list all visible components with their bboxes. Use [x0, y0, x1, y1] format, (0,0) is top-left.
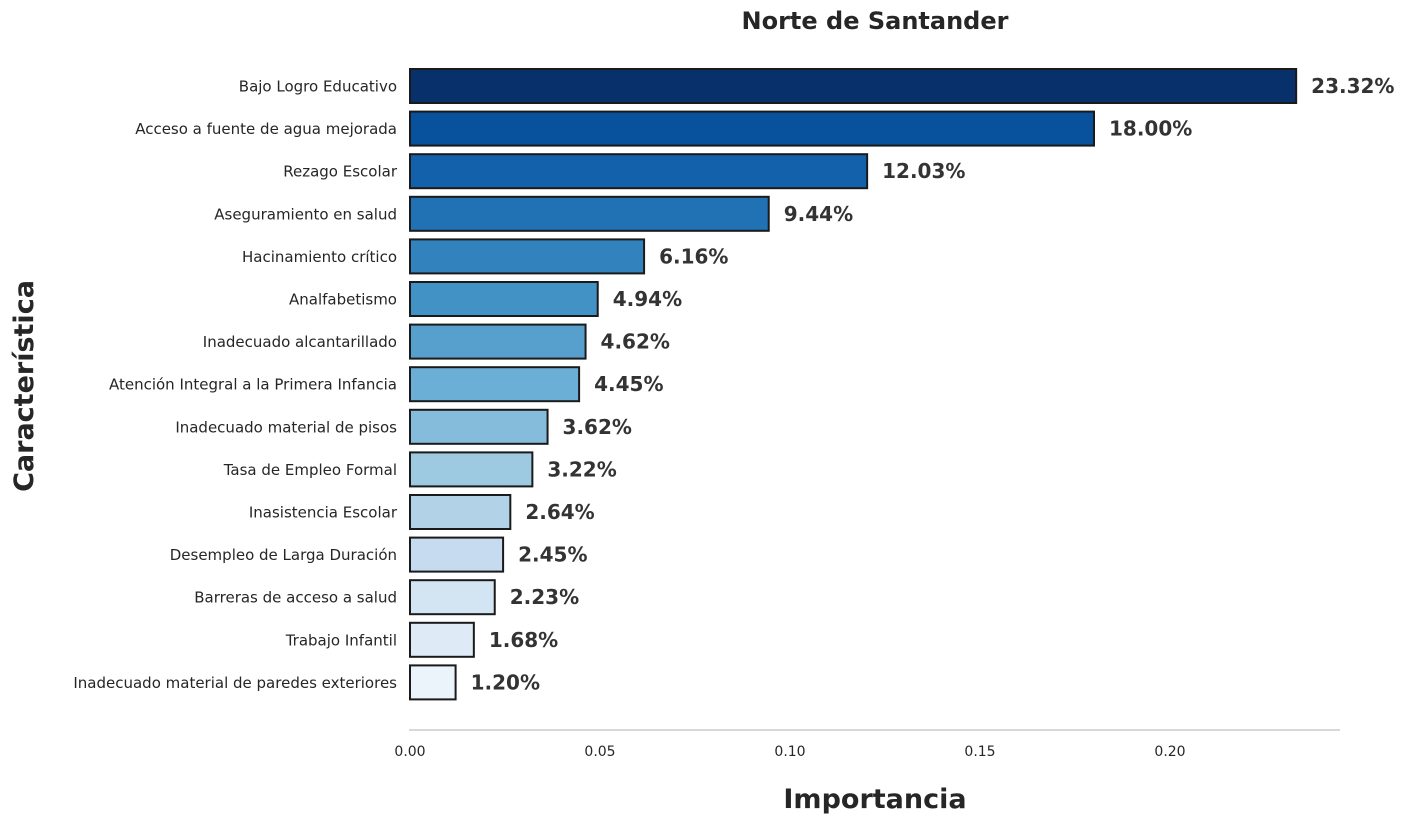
value-label: 9.44%: [784, 202, 853, 226]
bar-13: [409, 579, 496, 616]
value-label: 2.45%: [518, 543, 587, 567]
value-label: 4.94%: [613, 287, 682, 311]
x-tick-label: 0.00: [394, 744, 425, 760]
category-label: Bajo Logro Educativo: [239, 78, 397, 96]
x-tick-label: 0.15: [964, 744, 995, 760]
category-label: Inadecuado alcantarillado: [203, 333, 397, 351]
x-tick-label: 0.05: [584, 744, 615, 760]
bar-8: [409, 366, 581, 403]
value-label: 2.64%: [525, 500, 594, 524]
bar-12: [409, 536, 505, 573]
x-ticks-group: 0.00 0.05 0.10 0.15 0.20: [394, 744, 1185, 760]
category-label: Atención Integral a la Primera Infancia: [109, 376, 397, 394]
value-label: 4.45%: [594, 372, 663, 396]
bar-4: [409, 195, 770, 232]
category-label: Rezago Escolar: [283, 163, 398, 181]
bar-10: [409, 451, 534, 488]
bar-7: [409, 323, 587, 360]
value-label: 3.22%: [547, 457, 616, 481]
category-label: Trabajo Infantil: [285, 631, 397, 649]
bar-5: [409, 238, 646, 275]
value-label: 1.20%: [471, 670, 540, 694]
category-label: Acceso a fuente de agua mejorada: [135, 120, 397, 138]
category-label: Desempleo de Larga Duración: [170, 546, 397, 564]
bar-2: [409, 110, 1095, 147]
value-label: 6.16%: [659, 244, 728, 268]
category-label: Inasistencia Escolar: [249, 504, 398, 522]
value-label: 1.68%: [489, 628, 558, 652]
value-label: 12.03%: [882, 159, 965, 183]
value-label: 4.62%: [601, 330, 670, 354]
bar-15: [409, 664, 457, 701]
bar-14: [409, 621, 475, 658]
category-label: Inadecuado material de paredes exteriore…: [73, 674, 397, 692]
x-axis-label: Importancia: [783, 784, 966, 815]
x-tick-label: 0.20: [1154, 744, 1185, 760]
value-label: 23.32%: [1311, 74, 1394, 98]
bars-group: Bajo Logro Educativo 23.32% Acceso a fuent…: [73, 68, 1394, 701]
bar-9: [409, 408, 549, 445]
x-tick-label: 0.10: [774, 744, 805, 760]
chart-title: Norte de Santander: [742, 7, 1009, 35]
bar-6: [409, 281, 599, 317]
category-label: Hacinamiento crítico: [242, 248, 397, 266]
bar-3: [409, 153, 869, 190]
category-label: Inadecuado material de pisos: [175, 418, 397, 436]
category-label: Tasa de Empleo Formal: [223, 461, 397, 479]
bar-1: [409, 68, 1298, 104]
category-label: Barreras de acceso a salud: [194, 589, 397, 607]
category-label: Analfabetismo: [289, 291, 397, 309]
bar-11: [409, 494, 512, 530]
category-label: Aseguramiento en salud: [214, 205, 397, 223]
value-label: 2.23%: [510, 585, 579, 609]
value-label: 3.62%: [563, 415, 632, 439]
y-axis-label: Característica: [9, 280, 40, 492]
value-label: 18.00%: [1109, 117, 1192, 141]
